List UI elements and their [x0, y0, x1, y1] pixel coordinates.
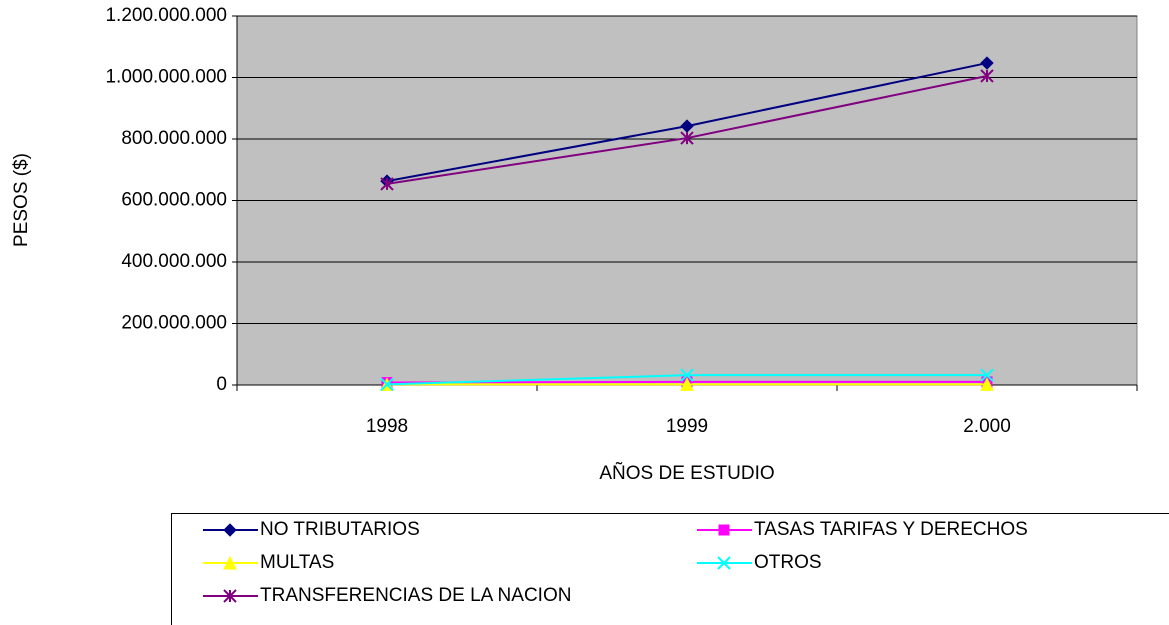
x-axis-label: AÑOS DE ESTUDIO: [599, 462, 774, 484]
y-tick-label: 800.000.000: [121, 128, 227, 149]
legend-label: TRANSFERENCIAS DE LA NACION: [260, 585, 571, 606]
y-tick-label: 200.000.000: [121, 313, 227, 334]
legend-label: MULTAS: [260, 552, 334, 573]
marker: [680, 368, 694, 382]
y-tick-label: 1.200.000.000: [105, 5, 227, 26]
marker: [717, 556, 731, 570]
y-axis-label: PESOS ($): [11, 153, 32, 247]
marker: [380, 377, 394, 392]
y-tick-label: 0: [216, 374, 227, 395]
marker: [223, 589, 237, 603]
marker: [380, 177, 394, 191]
y-tick-label: 600.000.000: [121, 190, 227, 211]
x-tick-label: 2.000: [963, 416, 1011, 437]
marker: [980, 56, 994, 70]
y-tick-label: 400.000.000: [121, 251, 227, 272]
marker: [680, 131, 694, 145]
marker: [718, 524, 730, 536]
legend-label: OTROS: [754, 552, 822, 573]
x-tick-label: 1998: [366, 416, 408, 437]
legend-box: [171, 513, 1169, 625]
x-tick-label: 1999: [666, 416, 708, 437]
marker: [223, 555, 237, 570]
marker: [980, 368, 994, 382]
marker: [980, 69, 994, 83]
legend-label: NO TRIBUTARIOS: [260, 519, 420, 540]
marker: [223, 523, 237, 537]
y-tick-label: 1.000.000.000: [105, 67, 227, 88]
legend-label: TASAS TARIFAS Y DERECHOS: [754, 519, 1028, 540]
marker: [980, 377, 994, 391]
marker: [680, 377, 694, 391]
